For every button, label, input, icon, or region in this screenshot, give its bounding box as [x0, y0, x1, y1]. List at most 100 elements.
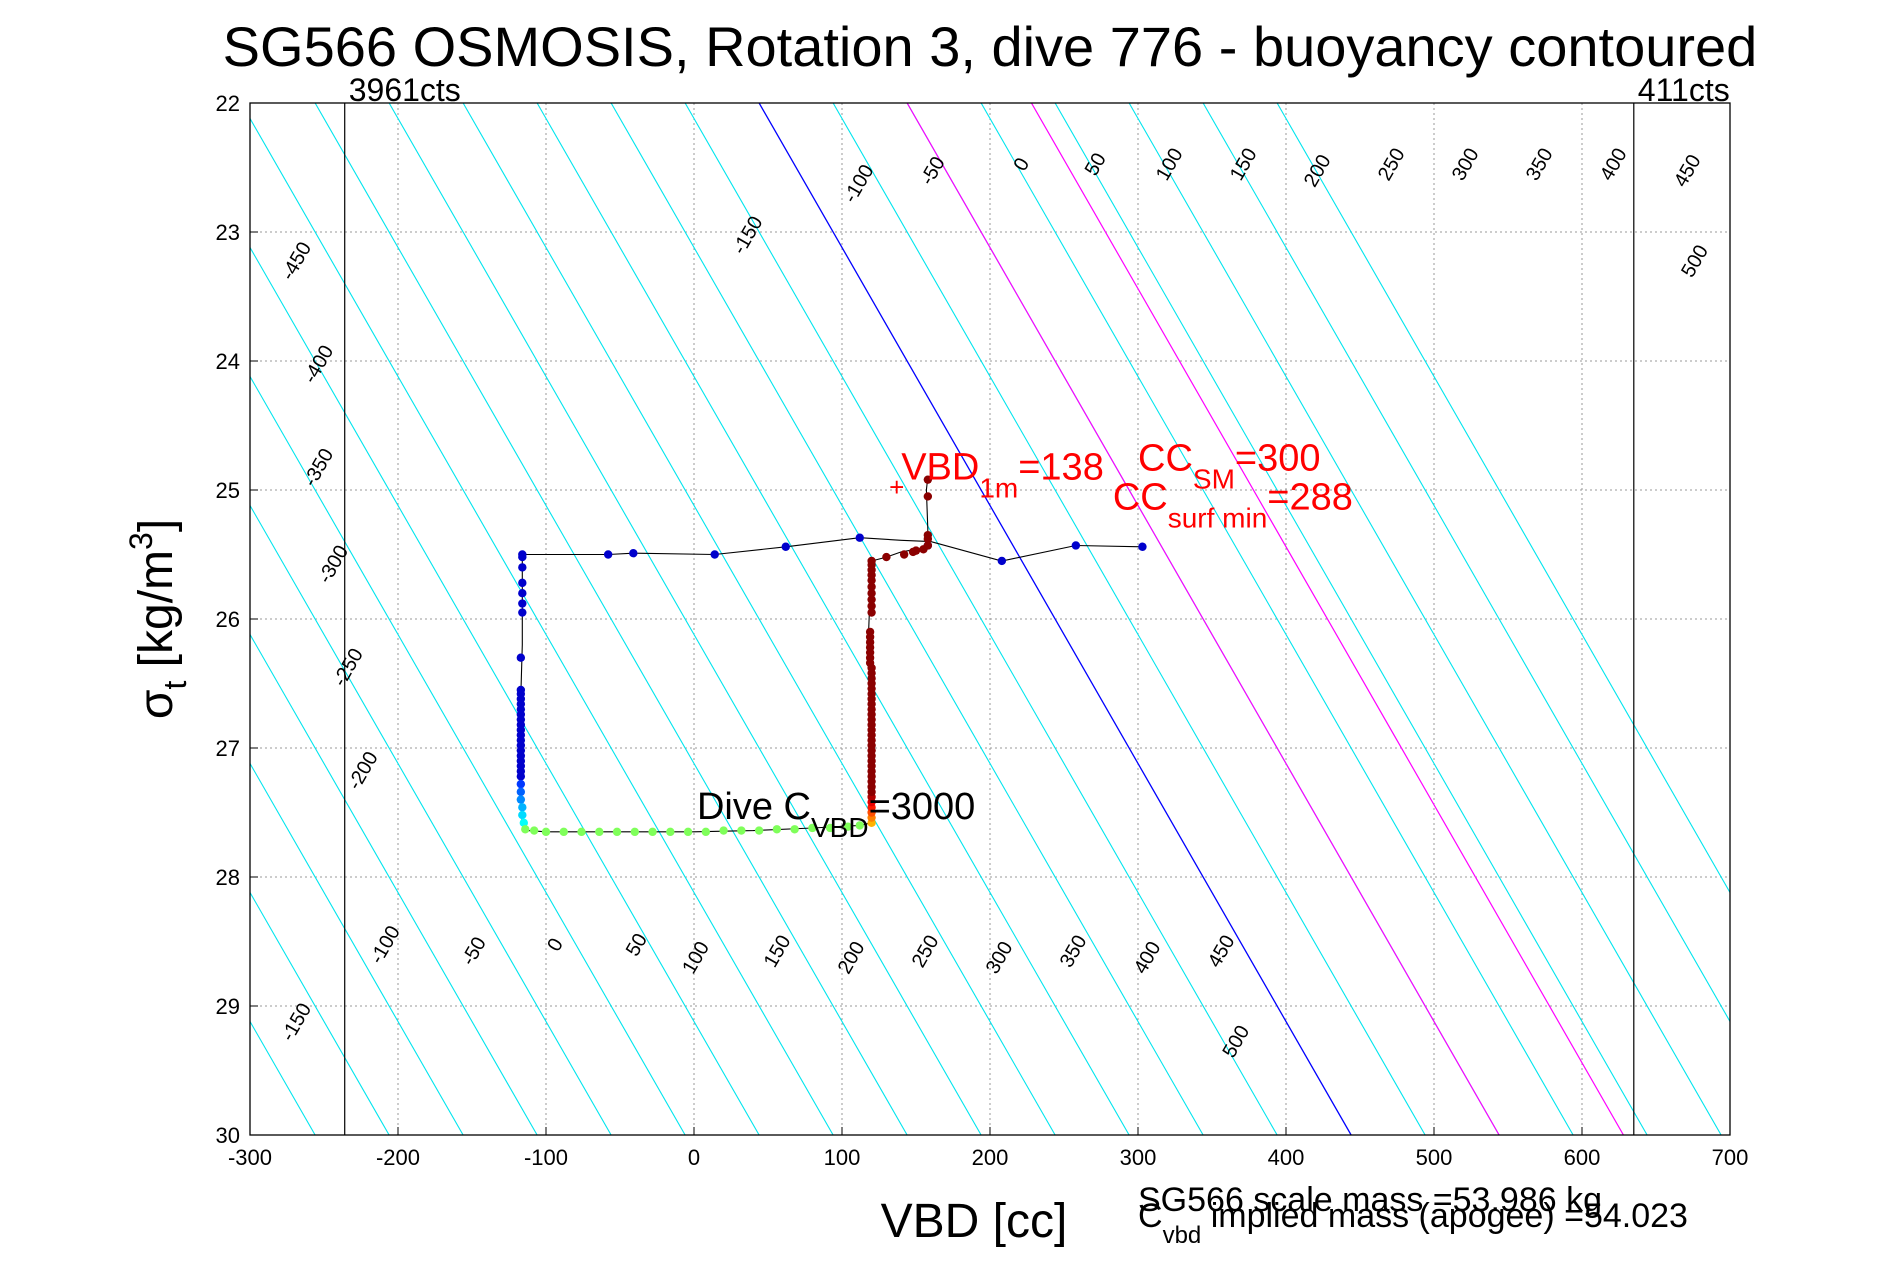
annotation-value: =138: [1018, 447, 1104, 489]
y-axis-label-sub: t: [157, 681, 193, 690]
dive-point: [997, 556, 1007, 566]
y-tick-label: 25: [216, 478, 240, 503]
y-tick-label: 22: [216, 91, 240, 116]
y-axis-label-sup: 3: [123, 532, 159, 550]
buoyancy-contour: [1202, 103, 1730, 1023]
buoyancy-contour: [610, 103, 1204, 1135]
x-tick-label: 200: [972, 1145, 1009, 1170]
buoyancy-contour: [250, 375, 686, 1135]
annotation-value: =288: [1267, 476, 1353, 518]
climb-point: [899, 550, 909, 559]
y-tick-label: 28: [216, 865, 240, 890]
bottom-point: [516, 795, 526, 804]
climb-point: [923, 541, 933, 550]
bottom-point: [577, 827, 586, 837]
bottom-point: [683, 827, 693, 837]
count-limit-label: 411cts: [1638, 72, 1730, 108]
bottom-point: [701, 827, 711, 837]
x-axis-ticks: -300 -200 -100 0 100 200 300 400 500 600 700: [228, 1127, 1748, 1170]
y-axis-label-close: ]: [130, 519, 183, 532]
cc-contour: [906, 103, 1500, 1135]
bottom-point: [790, 825, 799, 834]
climb-point: [911, 546, 921, 555]
x-tick-label: 500: [1416, 1145, 1453, 1170]
dive-point: [518, 599, 527, 608]
bottom-point: [855, 821, 864, 830]
annotation-label: VBD1m=138: [901, 447, 1104, 504]
climb-point: [865, 627, 875, 637]
x-tick-label: 0: [688, 1145, 700, 1170]
dive-point: [518, 589, 527, 598]
bottom-point: [541, 827, 551, 837]
buoyancy-contour: [250, 762, 464, 1135]
implied-mass-c: C: [1138, 1197, 1163, 1235]
bottom-point: [529, 826, 539, 835]
bottom-point: [737, 826, 746, 835]
annotation-sub: surf min: [1168, 502, 1268, 533]
annotation-label: CCsurf min=288: [1113, 476, 1353, 533]
buoyancy-contour: [1054, 103, 1648, 1135]
bottom-point: [719, 826, 728, 835]
grid-lines: [250, 103, 1730, 1135]
vbd-1m-marker: +: [889, 472, 904, 502]
climb-point: [867, 589, 876, 598]
y-tick-label: 27: [216, 736, 240, 761]
dive-point: [518, 563, 527, 572]
dive-point: [516, 653, 526, 662]
bottom-point: [519, 818, 528, 828]
bottom-point: [516, 779, 526, 789]
count-limit-label: 3961cts: [349, 72, 461, 108]
dive-points: [516, 475, 1147, 837]
buoyancy-contour: [684, 103, 1278, 1135]
bottom-point: [666, 827, 675, 837]
x-tick-label: 400: [1268, 1145, 1305, 1170]
dive-point: [1138, 542, 1147, 551]
bottom-point: [612, 827, 622, 837]
bottom-point: [559, 827, 568, 837]
x-tick-label: -200: [376, 1145, 420, 1170]
climb-point: [923, 530, 933, 540]
annotation-main: CC: [1138, 438, 1193, 480]
dive-point: [710, 550, 719, 559]
annotation-sub: 1m: [979, 473, 1018, 504]
buoyancy-contour: [0, 103, 241, 1135]
bottom-point: [808, 823, 817, 833]
chart-title: SG566 OSMOSIS, Rotation 3, dive 776 - bu…: [223, 15, 1758, 78]
buoyancy-contour: [250, 633, 538, 1135]
x-tick-label: 700: [1712, 1145, 1749, 1170]
annotation-sub: SM: [1193, 464, 1235, 495]
bottom-point: [630, 827, 639, 837]
annotation-label: Dive CVBD=3000: [697, 786, 975, 843]
bottom-point: [521, 825, 530, 834]
dive-point: [516, 772, 526, 781]
zero-buoyancy-contour: [758, 103, 1352, 1135]
implied-mass-note: Cvbd implied mass (apogee) =54.023: [1138, 1197, 1688, 1249]
dive-point: [518, 550, 527, 559]
x-tick-label: 100: [824, 1145, 861, 1170]
dive-point: [1071, 541, 1081, 550]
x-axis-label: VBD [cc]: [881, 1195, 1068, 1248]
buoyancy-contour: [250, 246, 760, 1135]
climb-point: [867, 608, 876, 617]
buoyancy-contour: [0, 103, 19, 1135]
cc-contour: [1030, 103, 1624, 1135]
dive-point: [855, 533, 864, 542]
y-axis-ticks: 22 23 24 25 26 27 28 29 30: [216, 91, 258, 1148]
x-tick-label: 300: [1120, 1145, 1157, 1170]
bottom-point: [516, 787, 526, 797]
buoyancy-contour: [0, 103, 93, 1135]
y-axis-label: σt [kg/m3]: [123, 519, 193, 719]
climb-point: [882, 552, 891, 562]
bottom-point: [772, 825, 782, 834]
buoyancy-contour: [1276, 103, 1730, 894]
buoyancy-contour: [832, 103, 1426, 1135]
climb-point: [867, 582, 876, 591]
bottom-point: [518, 810, 527, 820]
x-tick-label: 600: [1564, 1145, 1601, 1170]
dive-point: [603, 550, 613, 559]
buoyancy-contour: [250, 504, 612, 1135]
y-tick-label: 24: [216, 349, 240, 374]
buoyancy-contour: [1128, 103, 1722, 1135]
buoyancy-contour: [250, 891, 390, 1135]
